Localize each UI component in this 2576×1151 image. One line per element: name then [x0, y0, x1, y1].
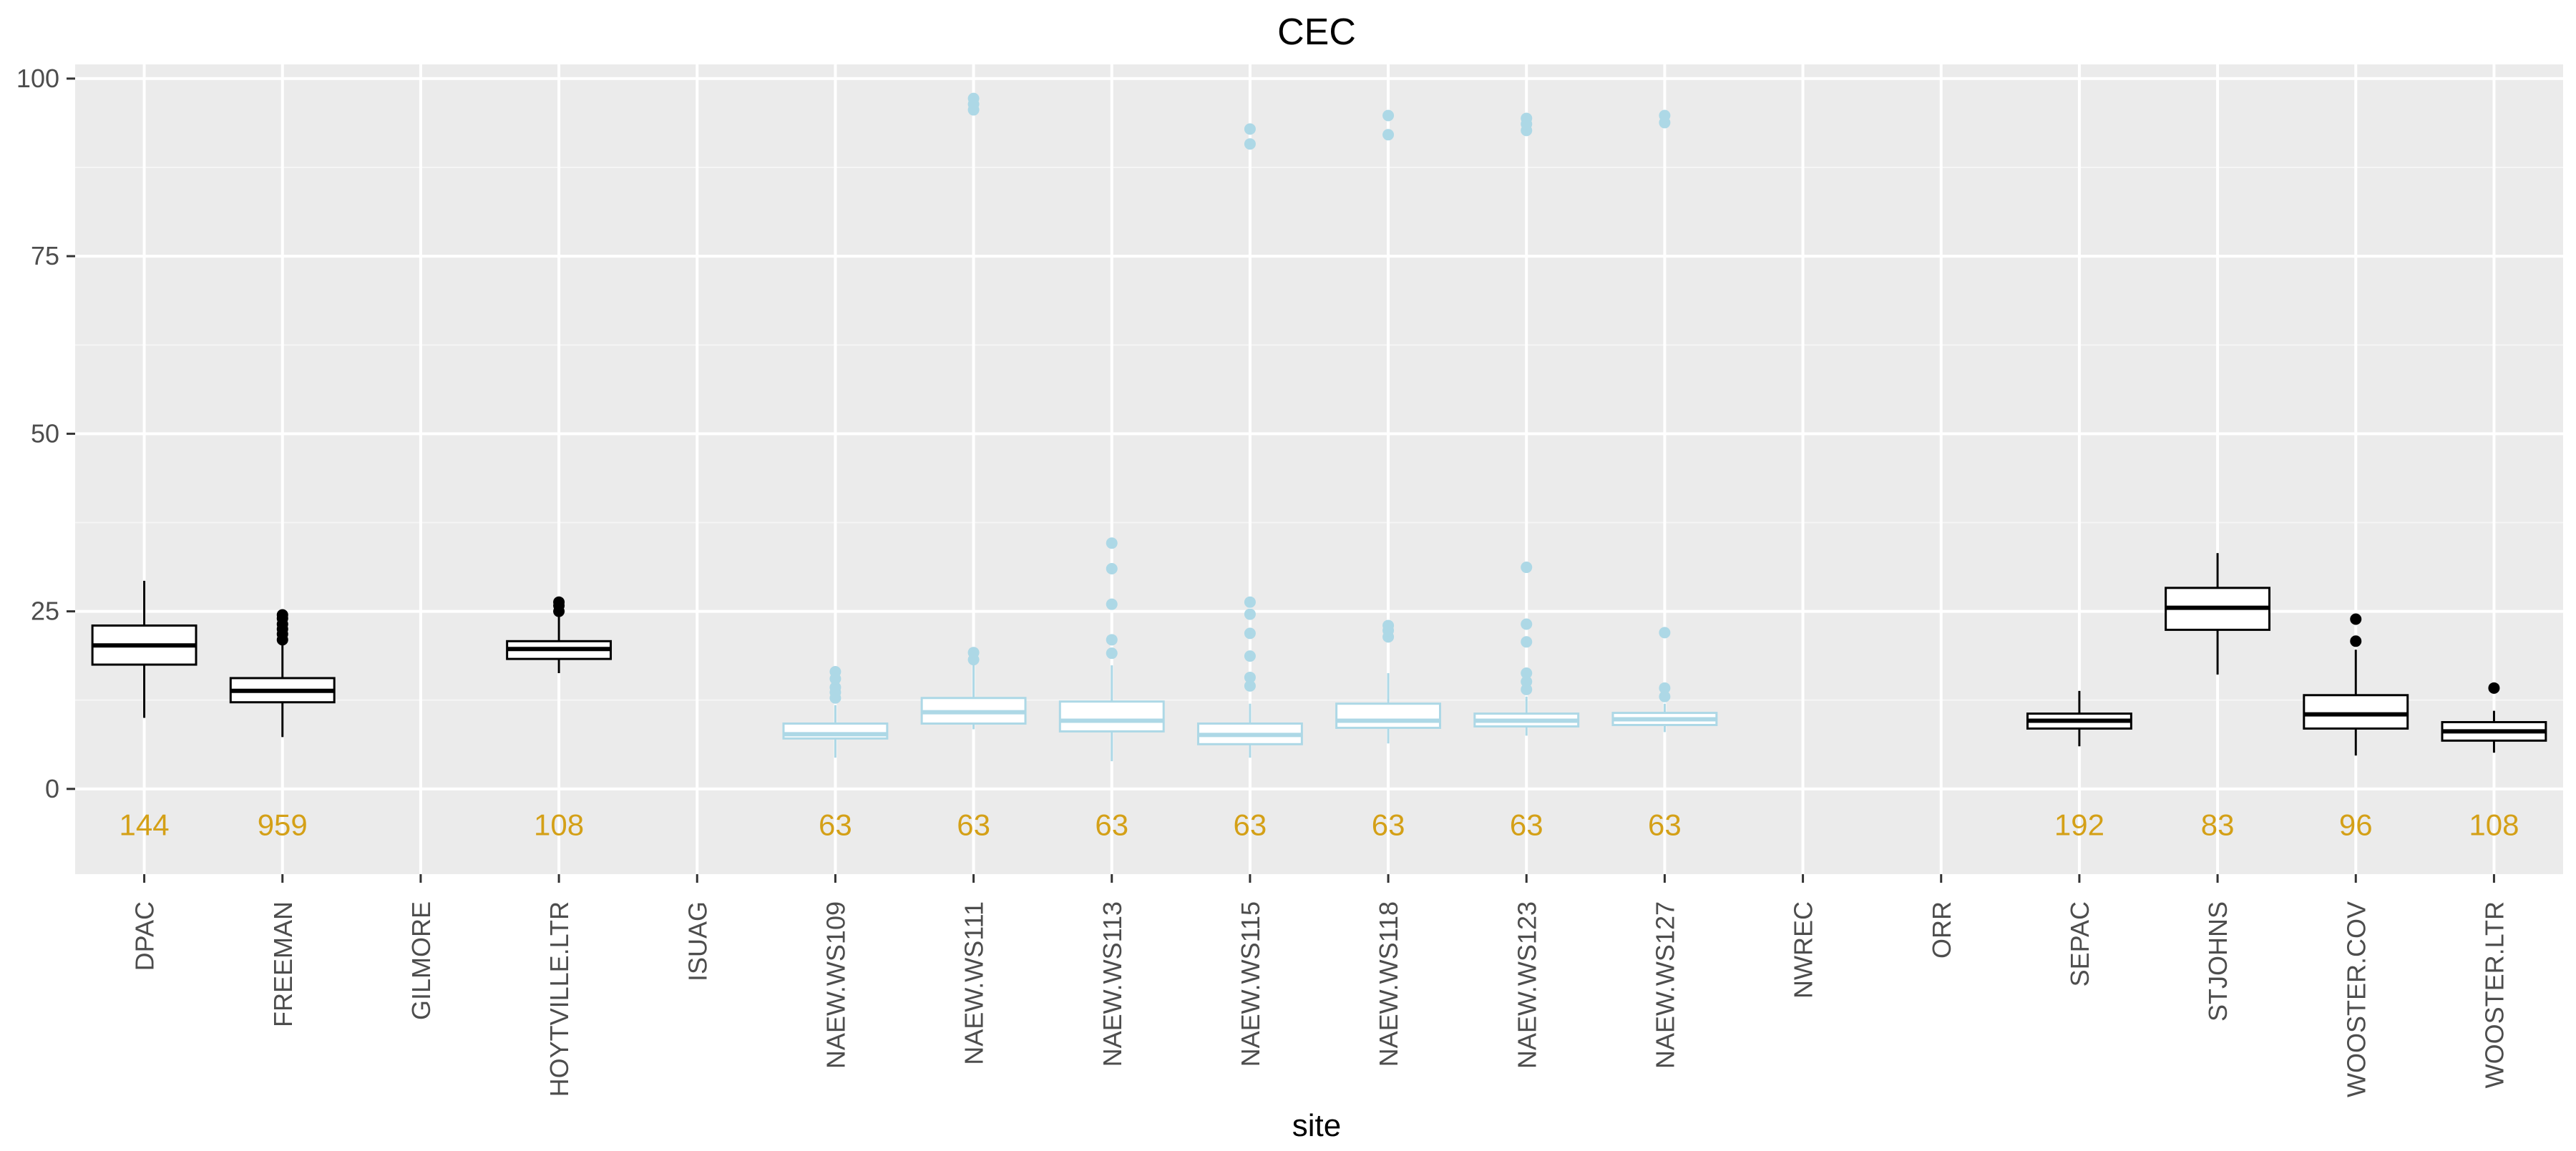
outlier-point: [1244, 138, 1256, 150]
outlier-point: [1106, 563, 1118, 575]
outlier-point: [967, 647, 980, 659]
x-tick-label: NAEW.WS111: [960, 901, 989, 1065]
outlier-point: [1521, 636, 1533, 648]
count-label: 83: [2201, 808, 2235, 841]
box-iqr: [1058, 700, 1165, 733]
outlier-point: [1382, 619, 1395, 632]
box-naew-ws123: 63: [1473, 112, 1580, 841]
box-naew-ws115: 63: [1196, 123, 1303, 841]
outlier-point: [1244, 671, 1256, 683]
outlier-point: [1106, 598, 1118, 610]
box-dpac: 144: [91, 580, 197, 841]
box-iqr: [2303, 694, 2409, 730]
count-label: 63: [1095, 808, 1128, 841]
outlier-point: [1244, 608, 1256, 620]
outlier-point: [829, 666, 841, 677]
y-tick-label: 75: [31, 241, 59, 270]
outlier-point: [1244, 627, 1256, 640]
grid-lines: [75, 64, 2563, 874]
x-axis-title: site: [1292, 1108, 1341, 1143]
outlier-point: [1106, 634, 1118, 646]
count-label: 144: [119, 808, 170, 841]
outlier-point: [2350, 613, 2362, 625]
box-naew-ws109: 63: [782, 666, 889, 841]
x-tick-label: NAEW.WS118: [1374, 901, 1403, 1067]
outlier-point: [1521, 562, 1533, 574]
x-tick-label: ORR: [1927, 901, 1956, 959]
count-label: 63: [1372, 808, 1405, 841]
x-tick-label: FREEMAN: [268, 901, 298, 1027]
axes: 0 25 50 75 100 DPAC FREEMAN GILMORE HOYTVILLE.LT…: [16, 64, 2509, 1097]
outlier-point: [1659, 682, 1671, 694]
x-tick-label: NAEW.WS109: [821, 901, 850, 1069]
outlier-point: [1244, 650, 1256, 662]
count-label: 63: [1510, 808, 1543, 841]
x-tick-label: DPAC: [130, 901, 160, 971]
y-tick-label: 0: [45, 774, 59, 803]
x-tick-label: HOYTVILLE.LTR: [545, 901, 574, 1097]
x-tick-label: NAEW.WS123: [1512, 901, 1541, 1069]
outlier-point: [1659, 627, 1671, 639]
y-tick-label: 100: [16, 64, 59, 93]
count-label: 108: [2469, 808, 2519, 841]
outlier-point: [1659, 109, 1671, 122]
count-label: 959: [258, 808, 308, 841]
box-naew-ws127: 63: [1611, 109, 1718, 841]
box-wooster-ltr: 108: [2441, 682, 2547, 841]
outlier-point: [1521, 618, 1533, 630]
count-label: 63: [819, 808, 852, 841]
outlier-point: [1244, 596, 1256, 608]
chart-title: CEC: [1277, 11, 1356, 53]
outlier-point: [1521, 112, 1533, 124]
outlier-point: [276, 609, 288, 621]
outlier-point: [1659, 690, 1671, 702]
x-tick-label: WOOSTER.LTR: [2479, 901, 2509, 1088]
y-tick-label: 25: [31, 597, 59, 626]
count-label: 192: [2054, 808, 2104, 841]
outlier-point: [1521, 675, 1533, 687]
count-label: 63: [957, 808, 990, 841]
x-tick-label: GILMORE: [406, 901, 436, 1020]
box-stjohns: 83: [2165, 553, 2271, 841]
box-naew-ws118: 63: [1335, 109, 1442, 841]
plot-panel: [75, 64, 2563, 874]
x-tick-label: NAEW.WS127: [1650, 901, 1679, 1069]
x-tick-label: SEPAC: [2065, 901, 2094, 986]
outlier-point: [2488, 682, 2500, 694]
x-tick-label: NWREC: [1789, 901, 1818, 999]
count-label: 96: [2339, 808, 2373, 841]
outlier-point: [1244, 123, 1256, 135]
box-wooster-cov: 96: [2303, 613, 2409, 841]
box-naew-ws111: 63: [920, 92, 1027, 841]
outlier-point: [1244, 680, 1256, 692]
x-tick-label: STJOHNS: [2203, 901, 2233, 1022]
box-naew-ws113: 63: [1058, 537, 1165, 841]
box-hoytville-ltr: 108: [506, 596, 613, 841]
outlier-point: [1382, 109, 1395, 122]
box-marks: 144 959 108 63 63 63 63 63 63 63 192 83 96 108: [91, 92, 2547, 841]
count-label: 108: [534, 808, 584, 841]
count-label: 63: [1648, 808, 1682, 841]
x-tick-label: NAEW.WS115: [1236, 901, 1265, 1067]
outlier-point: [1382, 129, 1395, 141]
outlier-point: [1106, 537, 1118, 549]
y-tick-label: 50: [31, 418, 59, 448]
panel-background: [75, 64, 2563, 874]
box-iqr: [1335, 702, 1442, 729]
outlier-point: [1106, 647, 1118, 660]
outlier-point: [1521, 667, 1533, 679]
outlier-point: [2350, 635, 2362, 647]
box-sepac: 192: [2026, 690, 2132, 841]
outlier-point: [967, 92, 980, 104]
x-tick-label: NAEW.WS113: [1098, 901, 1127, 1067]
box-freeman: 959: [229, 609, 336, 841]
outlier-point: [829, 681, 841, 693]
x-tick-label: ISUAG: [683, 901, 712, 981]
x-tick-label: WOOSTER.COV: [2341, 901, 2371, 1097]
outlier-point: [553, 596, 565, 608]
count-label: 63: [1234, 808, 1267, 841]
